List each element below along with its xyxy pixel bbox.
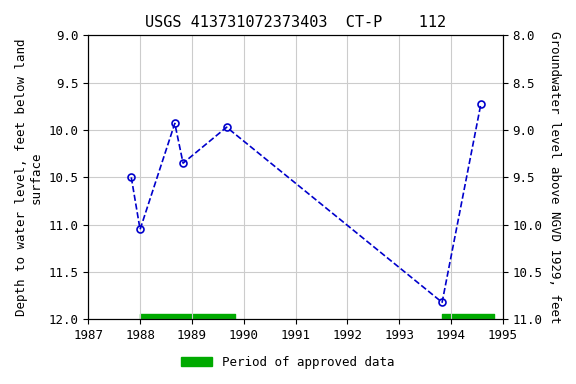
- Title: USGS 413731072373403  CT-P    112: USGS 413731072373403 CT-P 112: [145, 15, 446, 30]
- Y-axis label: Depth to water level, feet below land
surface: Depth to water level, feet below land su…: [15, 39, 43, 316]
- Y-axis label: Groundwater level above NGVD 1929, feet: Groundwater level above NGVD 1929, feet: [548, 31, 561, 324]
- Legend: Period of approved data: Period of approved data: [176, 351, 400, 374]
